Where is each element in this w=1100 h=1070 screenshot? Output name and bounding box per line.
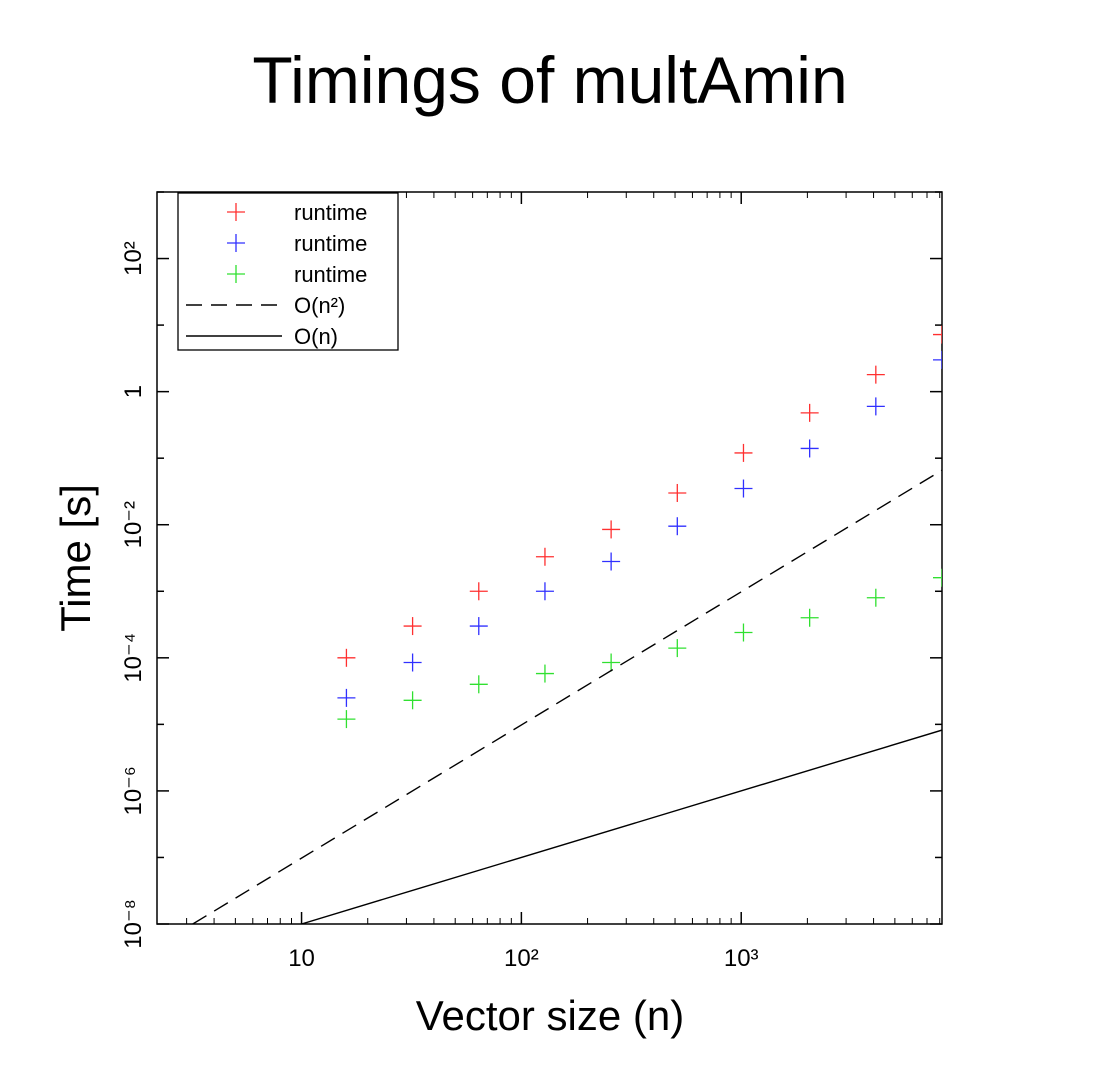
data-series [192, 325, 942, 924]
data-point-plus-marker [469, 617, 488, 636]
x-tick-label: 10 [288, 945, 315, 972]
data-point-plus-marker [800, 608, 819, 627]
data-point-plus-marker [734, 443, 753, 462]
data-point-plus-marker [535, 664, 554, 683]
y-axis-title: Time [s] [52, 484, 99, 632]
data-point-plus-marker [800, 403, 819, 422]
legend-label: runtime [294, 262, 367, 287]
data-point-plus-marker [800, 439, 819, 458]
reference-line-solid [301, 729, 942, 924]
data-point-plus-marker [933, 350, 942, 369]
y-tick-label: 1 [120, 385, 147, 398]
data-point-plus-marker [933, 325, 942, 344]
data-point-plus-marker [866, 365, 885, 384]
data-point-plus-marker [734, 479, 753, 498]
data-point-plus-marker [866, 588, 885, 607]
legend-entry: O(n) [186, 324, 338, 349]
legend-entry: runtime [227, 200, 367, 225]
legend-label: O(n²) [294, 293, 345, 318]
data-point-plus-marker [403, 617, 422, 636]
y-tick-label: 10⁻² [120, 501, 147, 548]
y-tick-label: 10⁻⁸ [120, 899, 147, 949]
legend-label: runtime [294, 231, 367, 256]
y-tick-label: 10⁻⁴ [120, 633, 147, 683]
data-point-plus-marker [668, 483, 687, 502]
data-point-plus-marker [734, 623, 753, 642]
legend-box [177, 192, 399, 351]
data-point-plus-marker [866, 397, 885, 416]
data-point-plus-marker [535, 582, 554, 601]
data-point-plus-marker [403, 653, 422, 672]
data-point-plus-marker [535, 547, 554, 566]
y-tick-label: 10⁻⁶ [120, 766, 147, 815]
legend-entry: O(n²) [186, 293, 345, 318]
legend-entry: runtime [227, 231, 367, 256]
axis-ticks: 10⁻⁸ 10⁻⁶ 10⁻⁴ 10⁻² 1 10² 10 10² 10³ [120, 191, 942, 972]
plot-frame [156, 191, 943, 925]
data-point-plus-marker [602, 653, 621, 672]
data-point-plus-marker [337, 688, 356, 707]
data-point-plus-marker [668, 639, 687, 658]
y-tick-label: 10² [120, 241, 147, 276]
x-axis-title: Vector size (n) [416, 992, 684, 1039]
data-point-plus-marker [933, 568, 942, 587]
x-tick-label: 10³ [724, 945, 759, 972]
data-point-plus-marker [668, 517, 687, 536]
legend-label: O(n) [294, 324, 338, 349]
reference-line-dashed [192, 469, 942, 924]
data-point-plus-marker [403, 691, 422, 710]
x-tick-label: 10² [504, 945, 539, 972]
legend-label: runtime [294, 200, 367, 225]
data-point-plus-marker [602, 520, 621, 539]
legend: runtime runtime runtime O(n²) O(n) [177, 192, 399, 351]
data-point-plus-marker [469, 675, 488, 694]
data-point-plus-marker [337, 648, 356, 667]
legend-entry: runtime [227, 262, 367, 287]
data-point-plus-marker [469, 582, 488, 601]
chart-title: Timings of multAmin [252, 43, 848, 117]
data-point-plus-marker [337, 710, 356, 729]
data-point-plus-marker [602, 552, 621, 571]
